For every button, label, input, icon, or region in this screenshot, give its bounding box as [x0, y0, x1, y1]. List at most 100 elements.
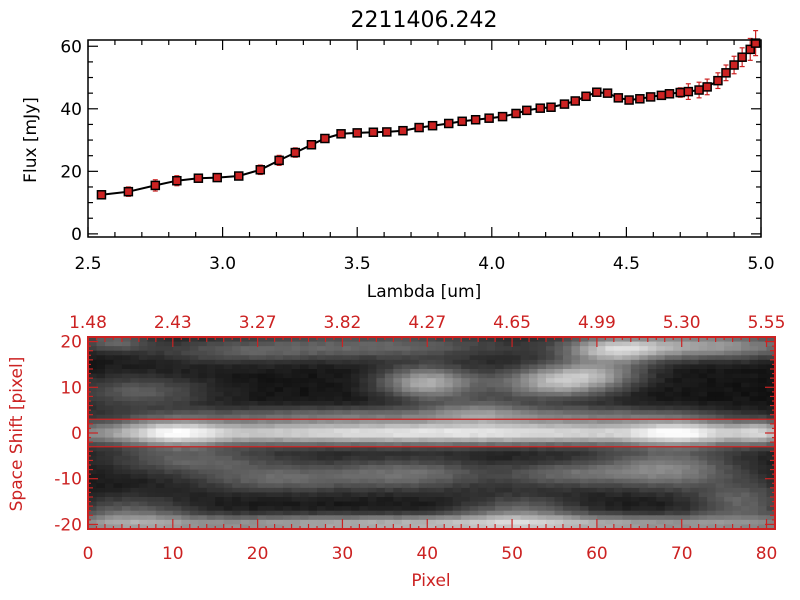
image-pixel: [266, 506, 276, 512]
image-pixel: [181, 506, 191, 512]
image-pixel: [512, 483, 522, 489]
image-pixel: [529, 469, 539, 475]
image-pixel: [350, 465, 361, 471]
image-pixel: [588, 423, 598, 430]
image-pixel: [418, 451, 428, 457]
image-pixel: [596, 359, 606, 366]
image-pixel: [130, 501, 140, 507]
image-pixel: [291, 428, 301, 434]
image-pixel: [588, 355, 598, 361]
image-pixel: [350, 515, 361, 521]
spectrum-x-tick-labels: 2.5 3.0 3.5 4.0 4.5 5.0: [74, 254, 774, 274]
image-pixel: [164, 455, 174, 462]
image-pixel: [605, 469, 615, 475]
image-pixel: [206, 492, 216, 498]
image-pixel: [596, 391, 606, 398]
image-pixel: [113, 410, 123, 416]
image-pixel: [435, 355, 445, 361]
image-pixel: [223, 460, 233, 466]
image-pixel: [308, 465, 318, 471]
image-pixel: [749, 478, 759, 484]
image-pixel: [410, 451, 420, 457]
image-pixel: [664, 419, 674, 425]
image-pixel: [257, 414, 267, 420]
image-pixel: [274, 341, 284, 347]
image-pixel: [401, 460, 411, 466]
image-pixel: [249, 437, 259, 443]
image-pixel: [317, 497, 327, 503]
image-pixel: [325, 524, 335, 530]
image-pixel: [266, 378, 276, 384]
image-pixel: [308, 401, 318, 407]
image-pixel: [359, 369, 369, 375]
image-pixel: [164, 487, 174, 494]
image-pixel: [579, 359, 590, 366]
image-pixel: [427, 337, 437, 343]
image-pixel: [96, 382, 106, 388]
image-pixel: [588, 387, 598, 393]
image-pixel: [376, 350, 386, 356]
image-pixel: [300, 437, 310, 443]
image-pixel: [715, 382, 725, 388]
image-pixel: [630, 423, 640, 430]
image-pixel: [172, 510, 182, 516]
image-pixel: [418, 455, 428, 462]
image-pixel: [325, 474, 335, 480]
image-pixel: [503, 369, 513, 375]
image-pixel: [342, 410, 352, 416]
image-pixel: [486, 465, 496, 471]
image-pixel: [656, 506, 666, 512]
image-pixel: [138, 433, 148, 439]
image-pixel: [486, 474, 496, 480]
image-pixel: [249, 410, 259, 416]
image-pixel: [495, 428, 505, 434]
image-pixel: [741, 423, 751, 430]
image-pixel: [359, 364, 369, 370]
image-pixel: [172, 414, 182, 420]
image-pixel: [766, 414, 776, 420]
image-pixel: [257, 346, 267, 352]
image-pixel: [350, 455, 361, 462]
image-pixel: [249, 373, 259, 379]
image-pixel: [478, 515, 488, 521]
image-pixel: [724, 474, 734, 480]
image-pixel: [350, 428, 361, 434]
image-pixel: [452, 437, 462, 443]
image-pixel: [469, 414, 479, 420]
image-pixel: [172, 451, 182, 457]
image-pixel: [283, 396, 293, 402]
image-pixel: [639, 510, 649, 516]
image-pixel: [529, 337, 539, 343]
image-pixel: [435, 446, 445, 452]
image-pixel: [554, 410, 564, 416]
image-pixel: [444, 337, 454, 343]
image-pixel: [189, 414, 199, 420]
image-pixel: [181, 483, 191, 489]
image-pixel: [562, 419, 573, 425]
image-pixel: [88, 510, 98, 516]
data-point: [255, 165, 266, 175]
image-pixel: [758, 378, 768, 384]
image-pixel: [554, 414, 564, 420]
image-pixel: [639, 405, 649, 411]
image-pixel: [681, 401, 691, 407]
image-pixel: [724, 510, 734, 516]
image-pixel: [130, 465, 140, 471]
image-pixel: [393, 506, 403, 512]
image-pixel: [486, 492, 496, 498]
image-pixel: [588, 519, 598, 526]
image-pixel: [554, 346, 564, 352]
image-pixel: [435, 387, 445, 393]
image-pixel: [562, 460, 573, 466]
spectrum-x-tick-label: 2.5: [74, 254, 101, 274]
image-pixel: [401, 369, 411, 375]
image-pixel: [435, 492, 445, 498]
image-pixel: [317, 510, 327, 516]
image-pixel: [325, 433, 335, 439]
image-pixel: [181, 519, 191, 526]
image-pixel: [155, 359, 165, 366]
image-pixel: [546, 497, 556, 503]
image-pixel: [418, 497, 428, 503]
image-pixel: [452, 492, 462, 498]
image-pixel: [181, 460, 191, 466]
